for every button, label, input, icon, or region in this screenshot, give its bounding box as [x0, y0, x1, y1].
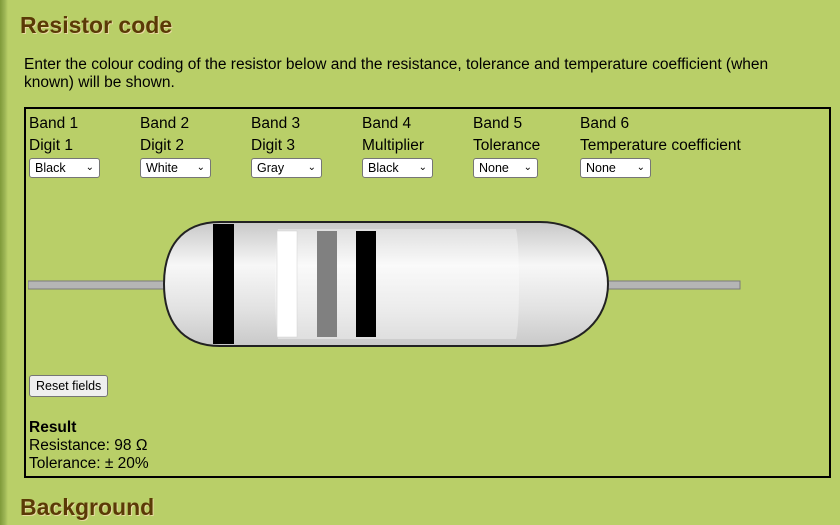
band-5-select[interactable]: None ⌄ [473, 158, 538, 178]
resistor-illustration [28, 221, 741, 347]
band-3-role: Digit 3 [251, 137, 295, 154]
resistance-row: Resistance: 98 Ω [29, 437, 149, 455]
resistance-value: 98 Ω [114, 437, 148, 454]
band-1-label: Band 1 [29, 115, 79, 132]
resistor-body-shine [275, 229, 519, 339]
band-4-select[interactable]: Black ⌄ [362, 158, 433, 178]
resistor-calculator: Band 1 Digit 1 Black ⌄ Band 2 Digit 2 Wh… [24, 107, 831, 478]
band-4-label: Band 4 [362, 115, 412, 132]
band-2-label: Band 2 [140, 115, 190, 132]
band-2-column: Band 2 Digit 2 White ⌄ [140, 113, 211, 178]
resistance-label: Resistance: [29, 437, 110, 454]
resistor-right-lead [605, 280, 741, 290]
band-5-role: Tolerance [473, 137, 541, 154]
band-6-role: Temperature coefficient [580, 137, 741, 154]
band-2-role: Digit 2 [140, 137, 184, 154]
tolerance-row: Tolerance: ± 20% [29, 455, 149, 473]
tolerance-label: Tolerance: [29, 455, 101, 472]
band-5-label: Band 5 [473, 115, 523, 132]
band-5-select-value: None [479, 161, 509, 175]
band-1-select[interactable]: Black ⌄ [29, 158, 100, 178]
band-6-select[interactable]: None ⌄ [580, 158, 651, 178]
resistor-body [162, 221, 610, 347]
band-2-select-value: White [146, 161, 178, 175]
band-3-column: Band 3 Digit 3 Gray ⌄ [251, 113, 322, 178]
resistor-left-lead [28, 280, 166, 290]
band-3-stripe [317, 231, 337, 337]
tolerance-value: ± 20% [104, 455, 149, 472]
page-title: Resistor code [20, 12, 173, 38]
background-heading: Background [20, 494, 155, 520]
band-4-role: Multiplier [362, 137, 425, 154]
chevron-down-icon: ⌄ [523, 162, 532, 173]
band-1-select-value: Black [35, 161, 66, 175]
reset-fields-button[interactable]: Reset fields [29, 375, 109, 397]
band-1-stripe [213, 224, 234, 344]
band-3-select-value: Gray [257, 161, 285, 175]
band-4-column: Band 4 Multiplier Black ⌄ [362, 113, 433, 178]
chevron-down-icon: ⌄ [196, 162, 205, 173]
band-5-column: Band 5 Tolerance None ⌄ [473, 113, 540, 178]
result-heading: Result [29, 419, 77, 436]
band-1-role: Digit 1 [29, 137, 73, 154]
band-2-select[interactable]: White ⌄ [140, 158, 211, 178]
band-3-select[interactable]: Gray ⌄ [251, 158, 322, 178]
intro-text: Enter the colour coding of the resistor … [24, 56, 769, 91]
band-6-column: Band 6 Temperature coefficient None ⌄ [580, 113, 741, 178]
band-3-label: Band 3 [251, 115, 301, 132]
chevron-down-icon: ⌄ [85, 162, 94, 173]
band-1-column: Band 1 Digit 1 Black ⌄ [29, 113, 100, 178]
chevron-down-icon: ⌄ [307, 162, 316, 173]
band-6-label: Band 6 [580, 115, 630, 132]
page-left-edge [0, 0, 8, 525]
band-4-stripe [356, 231, 376, 337]
band-2-stripe [276, 230, 298, 338]
chevron-down-icon: ⌄ [418, 162, 427, 173]
band-4-select-value: Black [368, 161, 399, 175]
band-6-select-value: None [586, 161, 616, 175]
result-panel: Result Resistance: 98 Ω Tolerance: ± 20% [29, 419, 149, 473]
chevron-down-icon: ⌄ [636, 162, 645, 173]
